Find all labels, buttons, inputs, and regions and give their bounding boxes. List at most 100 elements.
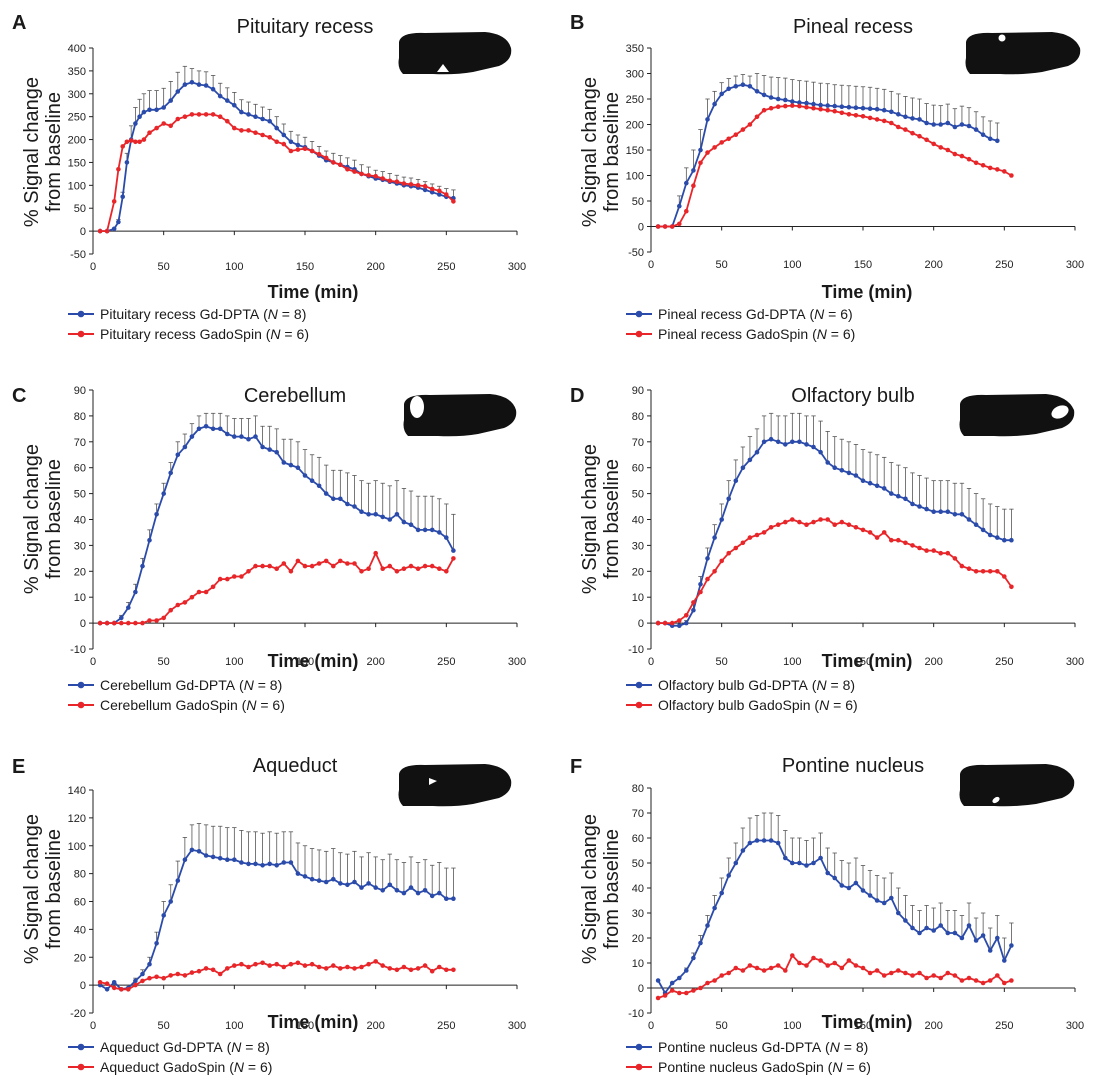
data-point (281, 460, 287, 465)
y-tick-label: 60 (74, 897, 86, 909)
data-point (867, 893, 873, 898)
data-point (373, 550, 379, 556)
data-point (429, 563, 435, 569)
x-tick-label: 50 (158, 1020, 170, 1032)
data-point (959, 563, 965, 569)
data-point (966, 975, 972, 981)
data-point (677, 990, 682, 996)
data-point (239, 128, 244, 133)
data-point (860, 527, 866, 533)
data-point (119, 615, 124, 621)
data-point (691, 955, 696, 961)
data-point (217, 426, 223, 432)
data-point (691, 607, 696, 613)
data-point (323, 491, 329, 496)
data-point (401, 181, 407, 186)
data-point (217, 971, 223, 977)
data-point (168, 470, 173, 476)
x-tick-label: 100 (783, 259, 801, 271)
data-point (783, 103, 788, 109)
data-point (966, 517, 972, 522)
y-tick-label: 250 (626, 94, 644, 106)
data-point (860, 478, 866, 483)
data-point (203, 853, 209, 858)
legend: Cerebellum Gd-DPTA (N = 8) Cerebellum Ga… (68, 675, 285, 715)
data-point (783, 855, 788, 861)
data-point (387, 563, 393, 569)
data-point (323, 879, 329, 885)
x-tick-label: 100 (225, 656, 243, 668)
data-point (790, 860, 795, 866)
y-tick-label: -50 (628, 247, 644, 259)
legend-item: Aqueduct GadoSpin (N = 6) (68, 1057, 272, 1077)
data-point (189, 434, 195, 439)
data-point (917, 545, 922, 551)
data-point (684, 990, 689, 996)
data-point (288, 462, 294, 468)
legend-swatch-blue (68, 1043, 94, 1051)
data-point (889, 537, 894, 543)
chart-e: -20 0 20 40 60 80 100 120 140 0 50 100 150 200 250 300 (68, 785, 527, 1032)
data-point (1009, 978, 1014, 983)
data-point (712, 569, 717, 574)
data-point (316, 561, 322, 566)
data-point (380, 963, 386, 968)
data-point (161, 121, 166, 126)
data-point (210, 854, 216, 860)
data-point (959, 935, 965, 941)
data-point (896, 910, 901, 916)
x-tick-label: 150 (296, 656, 314, 668)
legend-item: Pituitary recess Gd-DPTA (N = 8) (68, 304, 309, 324)
x-tick-label: 100 (225, 261, 243, 273)
data-point (987, 165, 993, 171)
data-point (775, 963, 781, 968)
data-point (705, 576, 710, 582)
data-point (444, 569, 449, 574)
data-point (331, 876, 336, 882)
data-point (853, 473, 859, 478)
data-point (853, 963, 859, 968)
data-point (331, 563, 336, 569)
data-point (260, 563, 265, 569)
data-point (316, 483, 322, 489)
data-point (980, 163, 986, 168)
y-tick-label: 20 (74, 566, 86, 578)
data-point (924, 925, 929, 931)
data-point (987, 948, 993, 953)
data-point (698, 147, 703, 153)
data-point (331, 963, 336, 968)
data-point (232, 102, 237, 108)
legend-swatch-red (68, 701, 94, 709)
data-point (182, 600, 188, 605)
data-point (189, 80, 195, 85)
data-point (881, 530, 887, 535)
data-point (740, 848, 746, 853)
legend-swatch-red (626, 1063, 652, 1071)
legend-label: Pontine nucleus GadoSpin (658, 1059, 824, 1075)
data-point (161, 913, 166, 918)
data-point (189, 594, 195, 600)
data-point (938, 509, 943, 514)
data-point (684, 613, 689, 618)
legend-item: Olfactory bulb GadoSpin (N = 6) (626, 695, 858, 715)
legend-label: Aqueduct GadoSpin (100, 1059, 226, 1075)
y-tick-label: 70 (632, 437, 644, 449)
data-point (825, 963, 830, 968)
data-point (768, 436, 774, 442)
y-axis-label: % Signal change from baseline (21, 443, 65, 595)
y-tick-label: 40 (74, 924, 86, 936)
data-point (669, 980, 675, 986)
data-point (415, 890, 421, 896)
y-tick-label: 90 (74, 385, 86, 397)
data-point (331, 496, 336, 502)
panel-letter: B (570, 12, 585, 34)
data-point (966, 566, 972, 571)
data-point (387, 882, 393, 888)
data-point (141, 137, 147, 142)
data-point (797, 519, 802, 525)
data-point (182, 973, 188, 978)
legend-label: Pituitary recess Gd-DPTA (100, 306, 260, 322)
data-point (811, 519, 816, 525)
data-point (111, 985, 117, 991)
data-point (154, 512, 159, 517)
